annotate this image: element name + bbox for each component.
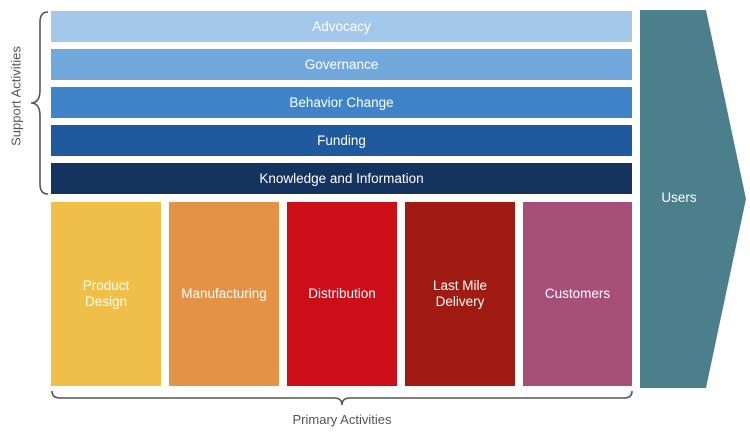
support-bar-label: Governance (304, 57, 379, 72)
support-bar-label: Behavior Change (289, 95, 394, 110)
support-activities-label: Support Activities (8, 46, 24, 146)
primary-box-distribution: Distribution (287, 202, 397, 386)
support-bar-funding: Funding (51, 125, 632, 156)
support-bar-label: Funding (317, 133, 366, 148)
primary-box-manufacturing: Manufacturing (169, 202, 279, 386)
support-bar-advocacy: Advocacy (51, 11, 632, 42)
users-arrow (640, 10, 746, 388)
support-bar-label: Knowledge and Information (259, 171, 424, 186)
support-bar-behavior-change: Behavior Change (51, 87, 632, 118)
primary-box-label: Distribution (308, 286, 376, 301)
primary-box-product-design: Product Design (51, 202, 161, 386)
support-bar-knowledge-information: Knowledge and Information (51, 163, 632, 194)
primary-box-label: Customers (544, 286, 611, 301)
primary-box-label: Last Mile Delivery (432, 278, 488, 309)
support-bar-governance: Governance (51, 49, 632, 80)
support-bracket (30, 11, 49, 195)
support-bar-label: Advocacy (312, 19, 371, 34)
primary-box-last-mile-delivery: Last Mile Delivery (405, 202, 515, 386)
primary-activities-label: Primary Activities (292, 412, 392, 427)
primary-box-customers: Customers (523, 202, 632, 386)
users-label: Users (661, 190, 697, 205)
primary-box-label: Manufacturing (181, 286, 267, 301)
primary-box-label: Product Design (82, 278, 130, 309)
primary-bracket (51, 390, 633, 406)
